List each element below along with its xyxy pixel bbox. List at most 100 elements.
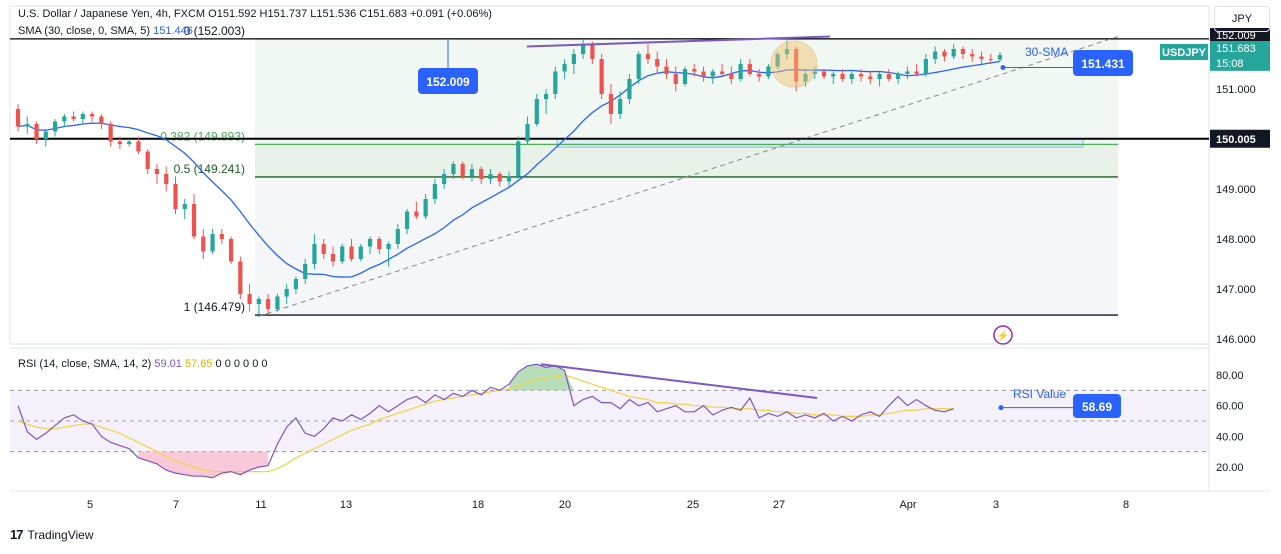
candle-body [858,74,864,77]
footer: 17 TradingView [10,527,94,542]
candle-body [154,169,160,174]
candle-body [933,51,938,59]
candle-body [868,76,873,79]
candle-body [228,239,234,262]
candle-body [80,114,85,119]
candle-body [219,234,224,239]
time-tick: 8 [1123,499,1129,511]
candle-body [358,246,363,259]
candle-body [553,71,558,94]
candle-body [386,244,391,249]
candle-body [451,164,456,174]
candle-body [895,74,901,79]
candle-body [692,69,697,72]
candle-body [914,71,919,74]
highlight-circle [770,40,818,88]
candle-body [970,54,975,57]
candle-body [460,164,465,177]
candle-body [275,296,280,309]
rsi-tick: 80.00 [1216,370,1244,382]
candle-body [90,114,95,117]
candle-body [673,74,678,84]
candle-body [821,71,827,77]
rsi-legend-value: 59.01 [154,358,182,370]
candle-body [127,141,132,144]
time-tick: 13 [340,499,352,511]
candle-body [145,151,150,169]
time-tick: 27 [773,499,785,511]
candle-body [988,59,993,60]
sma-legend-label: SMA (30, close, 0, SMA, 5) [18,25,151,37]
candle-body [404,211,410,229]
rsi-ma-legend-value: 57.65 [184,358,213,370]
candle-body [534,99,539,124]
candle-body [747,64,752,74]
level-150-badge [1210,129,1270,148]
tradingview-logo-icon: 17 [10,527,24,542]
candle-body [738,64,743,79]
candle-body [191,204,197,237]
candle-body [775,54,780,67]
candle-body [849,74,854,79]
candle-body [923,59,928,74]
candle-body [979,56,984,59]
candle-body [62,116,67,122]
candle-body [52,121,58,132]
candle-body [571,54,576,64]
candle-body [303,264,308,279]
candle-body [794,49,799,82]
sma-line [17,60,1001,278]
candle-body [942,51,947,57]
time-tick: 3 [993,499,999,511]
time-tick: 5 [87,499,93,511]
fib-label: 0.5 (149.241) [174,162,245,176]
resistance-trendline [526,35,831,48]
candle-body [312,244,317,264]
candle-body [117,141,123,144]
symbol-title: U.S. Dollar / Japanese Yen, 4h, FXCM [18,8,206,20]
level-150-label: 150.005 [1216,134,1256,146]
candle-body [757,74,762,77]
candle-body [136,141,141,152]
candle-body [25,124,30,127]
current-price-label: 151.683 [1216,43,1256,55]
candle-body [784,49,790,54]
rsi-legend-label: RSI (14, close, SMA, 14, 2) [18,358,152,370]
rsi-divergence-line [540,363,818,399]
candle-body [210,234,215,252]
ticker-badge [1160,44,1208,60]
candle-body [719,71,725,74]
fib-label: 0.382 (149.893) [160,129,245,143]
candle-body [636,54,641,79]
time-tick: 18 [472,499,484,511]
time-tick: Apr [899,499,916,511]
price-tick: 151.000 [1216,84,1256,96]
candle-body [284,289,289,297]
fib-zone-lower [255,176,1118,316]
candle-body [432,184,437,199]
candle-body [43,131,48,139]
rsi-tick: 20.00 [1216,462,1244,474]
ohlc-values: O151.592 H151.737 L151.536 C151.683 +0.0… [208,8,492,20]
sma-dot [1000,65,1006,70]
rsi-band [10,390,1209,452]
candle-body [590,44,595,59]
candle-body [377,239,382,249]
candle-body [905,71,910,74]
candle-body [618,99,623,114]
peak-badge [418,68,478,94]
currency-button[interactable]: JPY [1214,6,1270,32]
rsi-legend-extra: 0 0 0 0 0 0 [215,358,268,370]
rsi-overbought-fill [509,364,574,391]
candle-body [164,174,169,184]
candle-body [182,204,187,209]
price-tick: 149.000 [1216,184,1256,196]
candle-body [543,94,549,99]
candle-body [645,54,651,59]
sma-annotation: 30-SMA [1025,45,1068,59]
candle-body [266,299,271,309]
candle-body [173,184,178,209]
candle-body [488,174,493,179]
candle-body [238,261,243,294]
